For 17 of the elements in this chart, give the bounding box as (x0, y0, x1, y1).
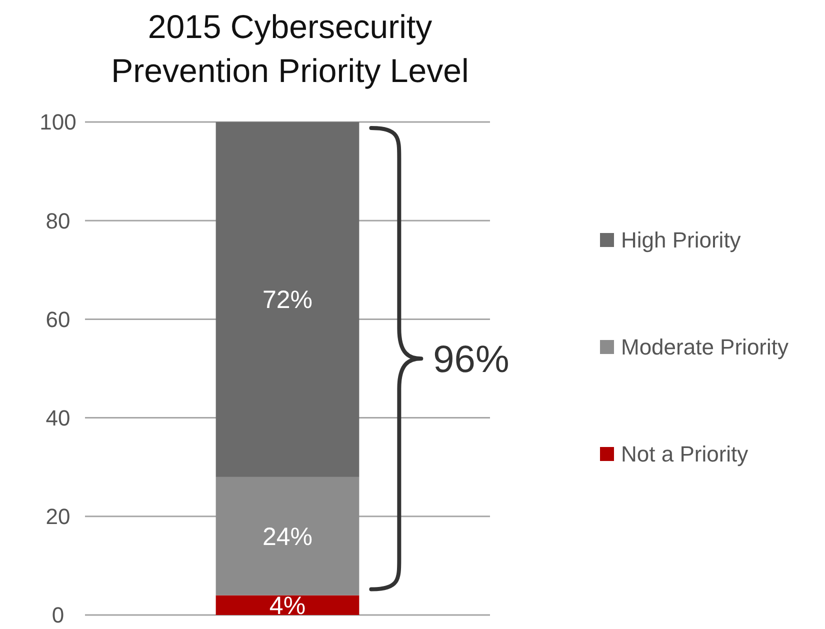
bar (216, 476, 360, 596)
annotation: 96% (433, 338, 510, 381)
y-tick-label: 60 (46, 306, 70, 332)
y-tick-label: 0 (52, 602, 64, 628)
chart-title: 2015 Cybersecurity Prevention Priority Level (111, 8, 469, 89)
data-label: 72% (262, 286, 313, 314)
bar (216, 595, 360, 615)
legend-label: Not a Priority (621, 442, 748, 467)
data-label: 24% (262, 522, 313, 551)
bar (216, 122, 360, 477)
legend-label: Moderate Priority (621, 334, 789, 360)
y-tick-label: 40 (46, 406, 70, 430)
y-tick-label: 100 (40, 110, 76, 135)
y-tick-label: 80 (46, 208, 70, 234)
data-label: 4% (269, 592, 306, 620)
legend-label: High Priority (621, 228, 741, 253)
y-tick-label: 20 (46, 504, 70, 530)
